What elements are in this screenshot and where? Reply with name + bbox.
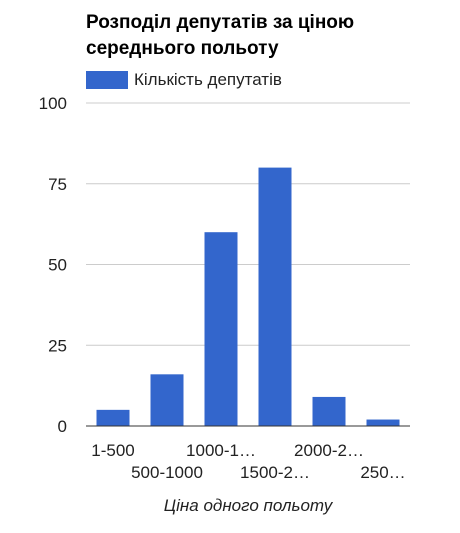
x-tick-label: 2000-2…: [294, 441, 364, 460]
y-tick-label: 100: [39, 94, 67, 113]
y-tick-label: 25: [48, 336, 67, 355]
bar: [367, 420, 400, 426]
x-tick-label: 500-1000: [131, 463, 203, 482]
bar: [205, 232, 238, 426]
y-tick-label: 75: [48, 175, 67, 194]
bar: [259, 168, 292, 426]
bar: [313, 397, 346, 426]
y-tick-label: 50: [48, 256, 67, 275]
bar: [97, 410, 130, 426]
x-tick-label: 1000-1…: [186, 441, 256, 460]
x-tick-label: 1-500: [91, 441, 134, 460]
y-tick-label: 0: [58, 417, 67, 436]
bar: [151, 374, 184, 426]
x-tick-label: 1500-2…: [240, 463, 310, 482]
x-tick-label: 250…: [360, 463, 405, 482]
x-axis-title: Ціна одного польоту: [164, 496, 334, 515]
